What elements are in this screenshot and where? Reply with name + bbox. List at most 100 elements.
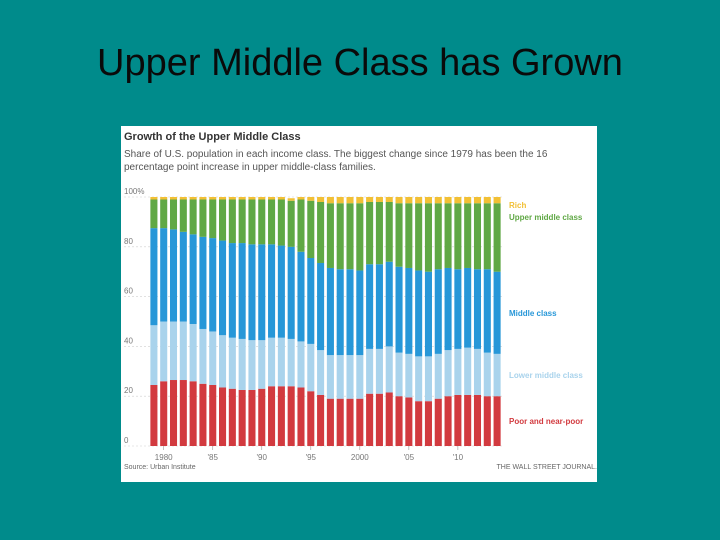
bar-segment xyxy=(287,246,295,339)
bar-segment xyxy=(454,197,462,204)
y-tick-label: 100% xyxy=(124,187,144,196)
bar-segment xyxy=(473,348,482,395)
bar-segment xyxy=(356,355,364,399)
bar-segment xyxy=(444,267,452,351)
bar-segment xyxy=(277,245,285,338)
bar-segment xyxy=(336,203,344,270)
bar-segment xyxy=(415,197,423,204)
bar-segment xyxy=(228,337,236,389)
bar-segment xyxy=(424,401,432,446)
chart-panel: Growth of the Upper Middle Class Share o… xyxy=(121,126,597,482)
bar-segment xyxy=(219,335,227,388)
bar-segment xyxy=(395,266,403,353)
bar-segment xyxy=(346,355,354,399)
legend-label: Rich xyxy=(509,201,526,210)
bar-segment xyxy=(189,381,197,446)
bar-segment xyxy=(160,199,168,229)
bar-segment xyxy=(356,270,364,356)
bar-segment xyxy=(179,321,187,381)
bar-segment xyxy=(326,203,334,268)
bar-segment xyxy=(219,240,227,336)
bar-segment xyxy=(317,394,325,446)
legend-label: Lower middle class xyxy=(509,371,583,380)
bar-segment xyxy=(326,267,334,356)
bar-segment xyxy=(199,328,207,384)
chart-title: Growth of the Upper Middle Class xyxy=(124,131,301,143)
bar-segment xyxy=(189,199,197,235)
bar-segment xyxy=(385,201,393,262)
bar-segment xyxy=(199,383,207,446)
bar-segment xyxy=(287,338,295,387)
bar-segment xyxy=(150,197,158,200)
bar-segment xyxy=(297,251,305,342)
bar-segment xyxy=(189,234,197,324)
bar-segment xyxy=(199,236,207,329)
bar-segment xyxy=(375,264,383,349)
bar-segment xyxy=(228,199,236,244)
bar-segment xyxy=(179,380,187,446)
bar-segment xyxy=(483,269,491,353)
bar-segment xyxy=(326,197,334,204)
bar-segment xyxy=(405,397,413,446)
bar-segment xyxy=(326,355,334,399)
bar-segment xyxy=(336,398,344,446)
bar-segment xyxy=(375,197,383,202)
bar-segment xyxy=(336,197,344,204)
bar-segment xyxy=(464,394,472,446)
bar-segment xyxy=(483,352,491,397)
bar-segment xyxy=(179,231,187,322)
bar-segment xyxy=(268,337,276,387)
bar-segment xyxy=(395,352,403,397)
bar-segment xyxy=(454,203,462,270)
bar-segment xyxy=(464,197,472,204)
chart-credit: THE WALL STREET JOURNAL. xyxy=(496,464,597,471)
bar-segment xyxy=(277,386,285,446)
bar-segment xyxy=(424,197,432,204)
bar-segment xyxy=(238,243,246,339)
bar-segment xyxy=(385,392,393,446)
bar-segment xyxy=(258,244,266,341)
bar-segment xyxy=(160,381,168,446)
bar-segment xyxy=(258,340,266,389)
bar-segment xyxy=(248,340,256,390)
bar-segment xyxy=(434,203,442,270)
bar-segment xyxy=(395,396,403,446)
bar-segment xyxy=(415,203,423,271)
x-tick-label: '95 xyxy=(306,453,317,462)
bar-segment xyxy=(483,197,491,204)
bar-segment xyxy=(346,269,354,356)
x-tick-label: 2000 xyxy=(351,453,369,462)
bar-segment xyxy=(346,197,354,204)
bar-segment xyxy=(307,391,315,446)
bar-segment xyxy=(228,388,236,446)
bar-segment xyxy=(415,356,423,402)
bar-segment xyxy=(473,394,482,446)
bar-segment xyxy=(454,394,462,446)
bar-segment xyxy=(454,269,462,349)
legend-label: Middle class xyxy=(509,309,557,318)
bar-segment xyxy=(160,197,168,200)
bar-segment xyxy=(405,203,413,268)
bar-segment xyxy=(405,267,413,354)
bar-segment xyxy=(248,244,256,341)
bar-segment xyxy=(385,261,393,347)
bar-segment xyxy=(219,387,227,446)
bar-segment xyxy=(415,401,423,446)
bar-segment xyxy=(493,203,501,272)
bar-segment xyxy=(238,338,246,390)
bar-segment xyxy=(219,199,227,241)
bar-segment xyxy=(493,271,501,354)
bar-segment xyxy=(169,380,178,446)
x-tick-label: '10 xyxy=(453,453,464,462)
y-tick-label: 80 xyxy=(124,237,133,246)
bar-segment xyxy=(464,203,472,268)
bar-segment xyxy=(287,386,295,446)
bar-segment xyxy=(356,197,364,204)
y-tick-label: 40 xyxy=(124,336,133,345)
bar-segment xyxy=(228,243,236,338)
bar-segment xyxy=(483,203,491,270)
bar-segment xyxy=(297,199,305,252)
bar-segment xyxy=(405,197,413,204)
bar-segment xyxy=(219,197,227,200)
bar-segment xyxy=(179,199,187,232)
